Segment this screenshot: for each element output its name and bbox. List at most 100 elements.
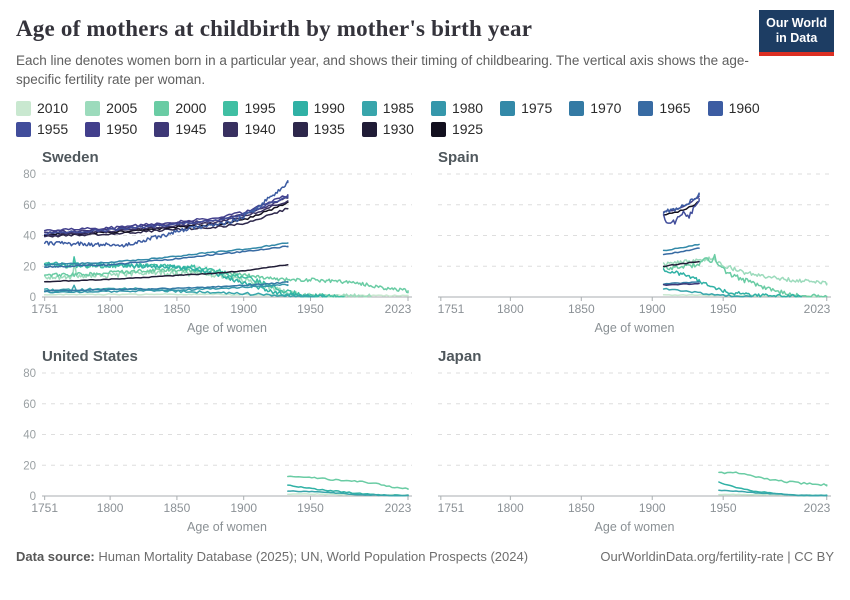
cohort-line-1985[interactable] xyxy=(287,490,409,497)
y-tick-label: 20 xyxy=(23,461,36,473)
legend-item-1995[interactable]: 1995 xyxy=(223,100,276,117)
legend-item-1970[interactable]: 1970 xyxy=(569,100,621,116)
x-axis-label: Age of women xyxy=(187,520,267,535)
legend-item-2010[interactable]: 2010 xyxy=(16,100,68,116)
x-tick-label: 1950 xyxy=(297,501,324,515)
legend-swatch xyxy=(154,100,170,116)
cohort-line-2000[interactable] xyxy=(718,471,828,487)
legend-label: 1945 xyxy=(175,121,207,138)
cohort-line-1925[interactable] xyxy=(662,201,699,217)
facet-united-states: United States 0 20 40 60 80 1751 1800 1850 1900 19… xyxy=(16,348,415,534)
legend-swatch xyxy=(361,121,377,137)
legend-item-1930[interactable]: 1930 xyxy=(361,121,414,137)
cohort-line-1930[interactable] xyxy=(662,261,700,268)
x-tick-label: 1850 xyxy=(164,302,191,316)
legend-item-2005[interactable]: 2005 xyxy=(85,100,137,116)
x-tick-label: 1850 xyxy=(568,302,595,316)
cohort-line-1930[interactable] xyxy=(43,264,289,283)
legend-label: 2005 xyxy=(106,100,138,117)
cohort-line-1980[interactable] xyxy=(43,283,289,294)
legend-item-1985[interactable]: 1985 xyxy=(361,100,414,116)
legend-item-1960[interactable]: 1960 xyxy=(707,100,760,116)
legend-item-1955[interactable]: 1955 xyxy=(16,121,68,137)
x-tick-label: 1950 xyxy=(297,302,324,316)
legend-item-1950[interactable]: 1950 xyxy=(85,121,137,137)
cohort-line-1990[interactable] xyxy=(662,268,802,298)
x-axis-label: Age of women xyxy=(594,321,675,336)
cohort-line-1985[interactable] xyxy=(43,284,314,298)
legend-item-1945[interactable]: 1945 xyxy=(154,121,206,137)
legend-swatch xyxy=(85,121,101,137)
x-tick-label: 1950 xyxy=(710,302,737,316)
legend-swatch xyxy=(223,121,239,137)
cohort-line-2000[interactable] xyxy=(287,475,409,491)
legend: 2010 2005 2000 1995 1990 1985 1980 1975 1970 1965… xyxy=(16,100,816,137)
facet-title-japan: Japan xyxy=(438,348,482,366)
legend-swatch xyxy=(569,100,585,116)
owid-logo[interactable]: Our World in Data xyxy=(759,10,834,56)
y-tick-label: 80 xyxy=(23,169,36,181)
footer-link[interactable]: OurWorldinData.org/fertility-rate | CC B… xyxy=(600,549,834,565)
cohort-line-1975[interactable] xyxy=(43,242,289,267)
cohort-line-1970[interactable] xyxy=(662,281,700,286)
cohort-line-1975[interactable] xyxy=(662,243,700,252)
cohort-line-1960[interactable] xyxy=(662,192,700,215)
data-source-label: Data source: xyxy=(16,549,95,565)
x-tick-label: 1950 xyxy=(710,501,737,515)
legend-label: 2000 xyxy=(175,100,207,117)
legend-swatch xyxy=(85,100,101,116)
y-tick-label: 80 xyxy=(23,368,36,380)
cohort-line-1945[interactable] xyxy=(662,283,700,287)
cohort-line-1985[interactable] xyxy=(662,288,753,298)
x-tick-label: 1900 xyxy=(639,501,666,515)
facet-chart-sweden[interactable]: 0 20 40 60 80 1751 1800 1850 1900 1950 2023 xyxy=(16,168,415,320)
cohort-line-1950[interactable] xyxy=(43,194,289,232)
x-tick-label: 1900 xyxy=(230,302,257,316)
x-tick-label: 2023 xyxy=(804,501,831,515)
x-tick-label: 1900 xyxy=(639,302,666,316)
cohort-line-1935[interactable] xyxy=(43,208,289,238)
facet-chart-spain[interactable]: 1751 1800 1850 1900 1950 2023 xyxy=(435,168,834,320)
y-tick-label: 0 xyxy=(30,292,36,304)
x-tick-label: 1751 xyxy=(438,501,465,515)
x-axis-label: Age of women xyxy=(187,321,267,336)
legend-item-1925[interactable]: 1925 xyxy=(430,121,483,137)
x-tick-label: 2023 xyxy=(385,501,412,515)
cohort-line-1990[interactable] xyxy=(43,261,328,298)
facet-title-sweden: Sweden xyxy=(42,149,99,167)
x-tick-label: 2023 xyxy=(804,302,831,316)
cohort-line-1955[interactable] xyxy=(662,198,700,226)
y-tick-label: 60 xyxy=(23,200,36,212)
facet-japan: Japan 1751 1800 1850 1900 1950 2023 Age of wome… xyxy=(435,348,834,534)
x-tick-label: 1751 xyxy=(31,501,58,515)
legend-item-1980[interactable]: 1980 xyxy=(430,100,484,117)
x-tick-label: 1800 xyxy=(97,501,124,515)
legend-item-1940[interactable]: 1940 xyxy=(223,121,276,138)
cohort-line-1965[interactable] xyxy=(43,245,289,269)
legend-item-1965[interactable]: 1965 xyxy=(638,100,691,116)
y-tick-label: 20 xyxy=(23,262,36,274)
legend-label: 1970 xyxy=(590,100,622,117)
owid-logo-line1: Our World xyxy=(766,16,827,30)
cohort-line-1960[interactable] xyxy=(43,180,289,248)
legend-swatch xyxy=(430,100,446,116)
legend-swatch xyxy=(707,100,723,116)
cohort-line-1965[interactable] xyxy=(662,247,700,256)
legend-item-1935[interactable]: 1935 xyxy=(292,121,345,138)
cohort-line-1985[interactable] xyxy=(718,489,828,497)
cohort-line-1925[interactable] xyxy=(43,201,289,237)
cohort-line-1970[interactable] xyxy=(43,281,289,293)
legend-item-1990[interactable]: 1990 xyxy=(292,100,345,116)
legend-label: 1940 xyxy=(244,121,276,138)
legend-item-1975[interactable]: 1975 xyxy=(500,100,552,116)
legend-label: 1980 xyxy=(451,100,484,117)
cohort-line-1940[interactable] xyxy=(43,200,289,238)
facet-chart-japan[interactable]: 1751 1800 1850 1900 1950 2023 xyxy=(435,367,834,519)
x-tick-label: 2023 xyxy=(385,302,412,316)
facet-spain: Spain 1751 1800 1850 1900 1950 2023 Age of wome… xyxy=(435,149,834,335)
facet-chart-united-states[interactable]: 0 20 40 60 80 1751 1800 1850 1900 1950 2023 xyxy=(16,367,415,519)
x-tick-label: 1800 xyxy=(97,302,124,316)
legend-item-2000[interactable]: 2000 xyxy=(154,100,206,116)
legend-label: 1935 xyxy=(313,121,345,138)
legend-label: 1995 xyxy=(244,100,276,117)
